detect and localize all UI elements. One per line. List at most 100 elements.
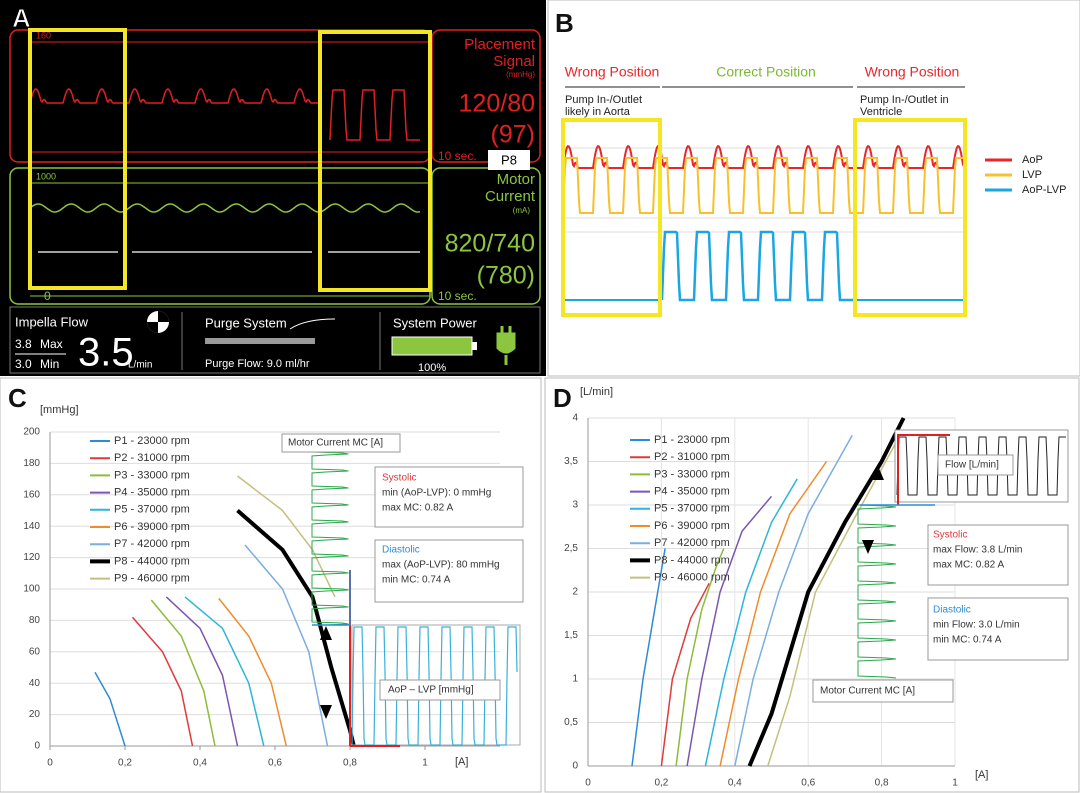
y-tick-label: 2,5: [564, 543, 578, 554]
position-note: Pump In-/Outlet in: [860, 94, 949, 106]
x-tick-label: 1: [952, 778, 958, 789]
x-tick-label: 0,4: [728, 778, 742, 789]
x-tick-label: 0,2: [118, 758, 132, 769]
y-tick-label: 0,5: [564, 717, 578, 728]
legend-label: P5 - 37000 rpm: [114, 504, 190, 516]
y-tick-label: 180: [23, 458, 40, 469]
x-tick-label: 0,6: [268, 758, 282, 769]
flow-unit: L/min: [128, 360, 152, 371]
y-tick-label: 3: [572, 500, 578, 511]
x-tick-label: 0,8: [875, 778, 889, 789]
legend-label: P8 - 44000 rpm: [654, 554, 730, 566]
y-tick-label: 2: [572, 587, 578, 598]
annotation: min Flow: 3.0 L/min: [933, 620, 1020, 631]
time-label: 10 sec.: [438, 149, 477, 163]
annotation: Flow [L/min]: [945, 460, 999, 471]
flow-min-label: Min: [40, 357, 59, 371]
position-label: Wrong Position: [865, 64, 960, 80]
position-note: likely in Aorta: [565, 106, 631, 118]
y-tick-label: 0: [34, 741, 40, 752]
y-tick-label: 0: [572, 761, 578, 772]
legend-label: P3 - 33000 rpm: [654, 468, 730, 480]
x-axis-label: [A]: [975, 769, 988, 781]
annotation: Diastolic: [382, 545, 420, 556]
x-tick-label: 0,6: [801, 778, 815, 789]
panel-letter: C: [8, 383, 27, 413]
purge-bar: [205, 338, 315, 344]
scale-label: 160: [36, 30, 51, 40]
y-tick-label: 60: [29, 646, 41, 657]
figure: A 160 Placement Signal (mmHg) 120/80 (97…: [0, 0, 1080, 793]
legend-label: P3 - 33000 rpm: [114, 469, 190, 481]
y-tick-label: 20: [29, 709, 41, 720]
legend-label: AoP-LVP: [1022, 184, 1066, 196]
position-note: Ventricle: [860, 106, 902, 118]
pressure-value: 120/80: [459, 90, 535, 118]
y-axis-label: [mmHg]: [40, 404, 79, 416]
battery: [392, 337, 472, 355]
legend-label: P6 - 39000 rpm: [114, 521, 190, 533]
legend-label: P1 - 23000 rpm: [114, 435, 190, 447]
purge-title: Purge System: [205, 315, 287, 330]
legend-label: P4 - 35000 rpm: [654, 486, 730, 498]
legend-label: P2 - 31000 rpm: [654, 451, 730, 463]
flow-max-label: Max: [40, 337, 63, 351]
annotation: max Flow: 3.8 L/min: [933, 545, 1022, 556]
x-tick-label: 0: [47, 758, 53, 769]
annotation: min (AoP-LVP): 0 mmHg: [382, 488, 491, 499]
purge-flow: Purge Flow: 9.0 ml/hr: [205, 358, 310, 370]
current-mean: (780): [477, 262, 535, 290]
scale-label: 0: [44, 289, 51, 303]
annotation: max (AoP-LVP): 80 mmHg: [382, 560, 500, 571]
y-tick-label: 160: [23, 489, 40, 500]
legend-label: P4 - 35000 rpm: [114, 487, 190, 499]
y-tick-label: 120: [23, 552, 40, 563]
legend-label: P7 - 42000 rpm: [654, 537, 730, 549]
panel-frame: [548, 0, 1080, 376]
legend-label: AoP: [1022, 154, 1043, 166]
x-tick-label: 0,8: [343, 758, 357, 769]
panel-title: Signal: [493, 53, 535, 70]
position-note: Pump In-/Outlet: [565, 94, 642, 106]
unit: (mA): [513, 206, 531, 215]
legend-label: P6 - 39000 rpm: [654, 520, 730, 532]
y-tick-label: 80: [29, 615, 41, 626]
position-label: Wrong Position: [565, 64, 660, 80]
x-tick-label: 0,4: [193, 758, 207, 769]
time-label: 10 sec.: [438, 289, 477, 303]
flow-title: Impella Flow: [15, 314, 89, 329]
legend-label: P1 - 23000 rpm: [654, 434, 730, 446]
legend-label: LVP: [1022, 169, 1042, 181]
x-tick-label: 0,2: [654, 778, 668, 789]
power-level: 100%: [418, 362, 446, 374]
y-tick-label: 40: [29, 678, 41, 689]
x-tick-label: 0: [585, 778, 591, 789]
legend-label: P7 - 42000 rpm: [114, 538, 190, 550]
scale-label: 1000: [36, 171, 56, 181]
x-axis-label: [A]: [455, 756, 468, 768]
y-tick-label: 1,5: [564, 630, 578, 641]
annotation: min MC: 0.74 A: [382, 575, 451, 586]
legend-label: P9 - 46000 rpm: [654, 572, 730, 584]
y-tick-label: 100: [23, 584, 40, 595]
annotation: Diastolic: [933, 605, 971, 616]
y-axis-label: [L/min]: [580, 386, 613, 398]
y-tick-label: 4: [572, 413, 578, 424]
annotation: Motor Current MC [A]: [288, 438, 383, 449]
panel-title: Motor: [497, 171, 535, 188]
mode-label: P8: [501, 152, 517, 167]
legend-label: P2 - 31000 rpm: [114, 452, 190, 464]
annotation: Systolic: [382, 473, 416, 484]
y-tick-label: 200: [23, 427, 40, 438]
annotation: AoP – LVP [mmHg]: [388, 685, 474, 696]
power-title: System Power: [393, 315, 477, 330]
battery-tip: [472, 342, 477, 350]
unit: (mmHg): [506, 70, 535, 79]
pressure-mean: (97): [491, 121, 535, 149]
x-tick-label: 1: [422, 758, 428, 769]
flow-max: 3.8: [15, 337, 32, 351]
position-label: Correct Position: [716, 64, 816, 80]
y-tick-label: 3,5: [564, 456, 578, 467]
annotation: Systolic: [933, 530, 967, 541]
y-tick-label: 140: [23, 521, 40, 532]
